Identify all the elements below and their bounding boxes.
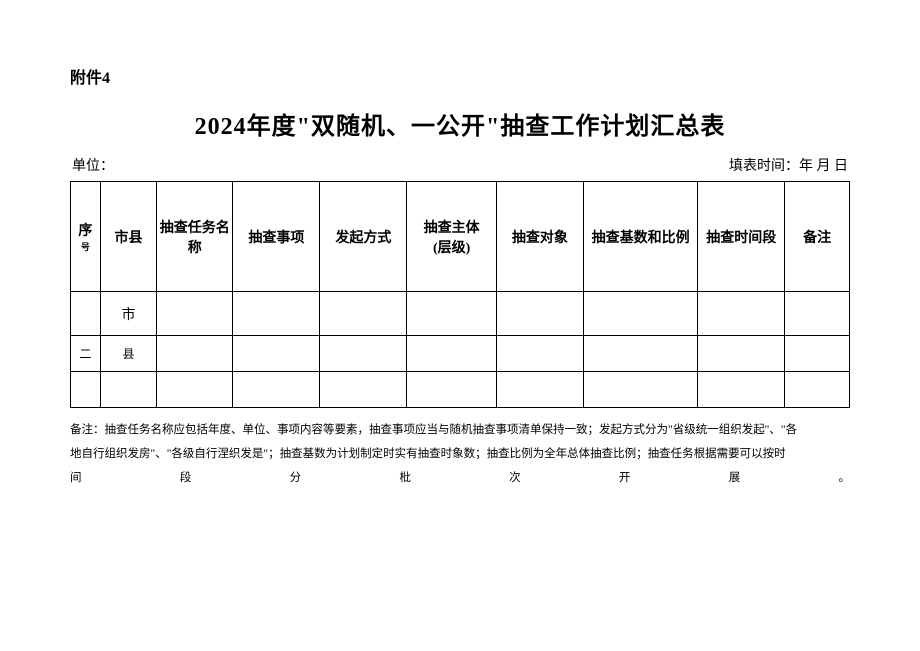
fn-char: 段 bbox=[180, 466, 192, 490]
cell bbox=[698, 372, 785, 408]
table-row: 二 县 bbox=[71, 336, 850, 372]
table-row: 市 bbox=[71, 292, 850, 336]
seq-sub-text: 号 bbox=[73, 240, 98, 253]
cell bbox=[698, 336, 785, 372]
fn-char: 间 bbox=[70, 466, 82, 490]
footnote-line3: 间 段 分 枇 次 开 展 。 bbox=[70, 466, 850, 490]
footnote: 备注：抽查任务名称应包括年度、单位、事项内容等要素，抽查事项应当与随机抽查事项清… bbox=[70, 418, 850, 490]
cell bbox=[320, 292, 407, 336]
cell bbox=[496, 336, 583, 372]
cell bbox=[407, 292, 497, 336]
col-header-mode: 发起方式 bbox=[320, 182, 407, 292]
cell-city: 市 bbox=[100, 292, 156, 336]
cell bbox=[407, 372, 497, 408]
col-header-task: 抽查任务名称 bbox=[157, 182, 233, 292]
footnote-line2: 地自行组织发房"、"各级自行涅织发是"；抽查基数为计划制定时实有抽查时象数；抽查… bbox=[70, 442, 850, 466]
cell bbox=[320, 336, 407, 372]
fn-char: 展 bbox=[729, 466, 741, 490]
unit-label: 单位： bbox=[72, 155, 114, 175]
fn-char: 开 bbox=[619, 466, 631, 490]
col-header-item: 抽查事项 bbox=[233, 182, 320, 292]
cell bbox=[583, 372, 697, 408]
cell bbox=[785, 336, 850, 372]
cell bbox=[785, 292, 850, 336]
col-header-remark: 备注 bbox=[785, 182, 850, 292]
cell-seq bbox=[71, 292, 101, 336]
cell bbox=[785, 372, 850, 408]
table-row bbox=[71, 372, 850, 408]
col-header-seq: 序 号 bbox=[71, 182, 101, 292]
cell bbox=[407, 336, 497, 372]
cell bbox=[496, 372, 583, 408]
cell bbox=[157, 372, 233, 408]
cell bbox=[233, 372, 320, 408]
footnote-text1: 抽查任务名称应包括年度、单位、事项内容等要素，抽查事项应当与随机抽查事项清单保持… bbox=[105, 424, 798, 436]
cell bbox=[320, 372, 407, 408]
seq-text: 序 bbox=[78, 224, 92, 239]
fn-char: 枇 bbox=[399, 466, 411, 490]
cell bbox=[698, 292, 785, 336]
fill-time-label: 填表时间：年 月 日 bbox=[729, 155, 848, 175]
fn-char: 。 bbox=[838, 466, 850, 490]
fn-char: 分 bbox=[290, 466, 302, 490]
col-header-subject: 抽查主体 (层级) bbox=[407, 182, 497, 292]
col-header-base: 抽查基数和比例 bbox=[583, 182, 697, 292]
cell bbox=[157, 292, 233, 336]
col-header-city: 市县 bbox=[100, 182, 156, 292]
footnote-prefix: 备注： bbox=[70, 424, 105, 436]
cell-seq: 二 bbox=[71, 336, 101, 372]
cell bbox=[233, 336, 320, 372]
cell-seq bbox=[71, 372, 101, 408]
cell bbox=[496, 292, 583, 336]
cell bbox=[583, 336, 697, 372]
fn-char: 次 bbox=[509, 466, 521, 490]
cell-city: 县 bbox=[100, 336, 156, 372]
page-title: 2024年度"双随机、一公开"抽查工作计划汇总表 bbox=[70, 106, 850, 141]
table-header-row: 序 号 市县 抽查任务名称 抽查事项 发起方式 抽查主体 (层级) 抽查对象 抽… bbox=[71, 182, 850, 292]
meta-row: 单位： 填表时间：年 月 日 bbox=[70, 155, 850, 175]
cell bbox=[157, 336, 233, 372]
col-header-object: 抽查对象 bbox=[496, 182, 583, 292]
col-header-time: 抽查时间段 bbox=[698, 182, 785, 292]
attachment-label: 附件4 bbox=[70, 64, 850, 88]
footnote-line1: 备注：抽查任务名称应包括年度、单位、事项内容等要素，抽查事项应当与随机抽查事项清… bbox=[70, 418, 850, 442]
cell bbox=[583, 292, 697, 336]
summary-table: 序 号 市县 抽查任务名称 抽查事项 发起方式 抽查主体 (层级) 抽查对象 抽… bbox=[70, 181, 850, 408]
cell-city bbox=[100, 372, 156, 408]
cell bbox=[233, 292, 320, 336]
